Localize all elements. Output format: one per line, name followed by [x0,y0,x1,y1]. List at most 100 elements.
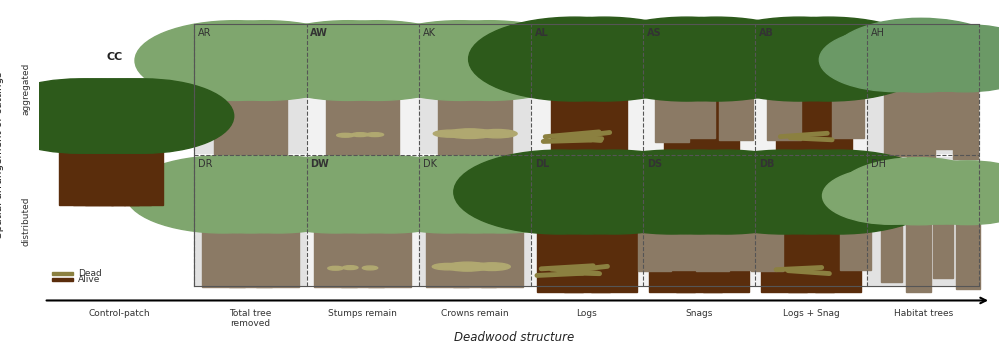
Bar [419,157,531,286]
Bar [649,217,695,292]
Bar [49,24,191,286]
Ellipse shape [508,150,720,234]
Ellipse shape [15,79,195,153]
Bar [761,217,807,292]
Bar [581,84,627,160]
Text: CC: CC [107,52,123,62]
Bar [355,85,399,156]
Bar [214,85,258,156]
Ellipse shape [678,150,890,234]
Ellipse shape [432,264,463,270]
Text: DK: DK [423,159,437,169]
Text: AH: AH [871,28,885,38]
Bar [326,85,370,156]
Ellipse shape [337,133,354,137]
Ellipse shape [822,167,960,224]
Bar [840,207,871,270]
Ellipse shape [180,156,375,233]
Ellipse shape [362,266,378,270]
Bar [307,157,419,286]
Text: Snags: Snags [685,309,713,318]
Bar [453,218,496,287]
Text: Total tree
removed: Total tree removed [229,309,272,328]
Bar [52,278,73,281]
Text: Control-patch: Control-patch [89,309,150,318]
Bar [933,222,953,278]
Bar [767,73,801,140]
Ellipse shape [389,21,590,100]
Bar [85,139,125,205]
Ellipse shape [0,79,169,153]
Ellipse shape [352,133,369,137]
Bar [52,271,73,275]
Bar [906,222,931,292]
Ellipse shape [247,21,448,100]
Text: AR: AR [198,28,212,38]
Text: Stumps remain: Stumps remain [328,309,397,318]
Ellipse shape [477,129,517,138]
Text: DR: DR [198,159,213,169]
Ellipse shape [404,156,599,233]
Bar [194,157,307,286]
Text: Habitat trees: Habitat trees [894,309,953,318]
Ellipse shape [566,150,778,234]
Text: AS: AS [647,28,661,38]
Ellipse shape [446,129,494,139]
Ellipse shape [350,156,545,233]
Bar [956,222,980,289]
Ellipse shape [878,170,1000,224]
Ellipse shape [446,262,489,271]
Bar [111,139,151,205]
Bar [468,85,512,156]
Bar [693,84,739,160]
Text: DB: DB [759,159,774,169]
Bar [419,24,531,153]
Bar [481,218,523,287]
Text: distributed: distributed [21,197,30,246]
Ellipse shape [292,156,487,233]
Ellipse shape [135,21,336,100]
Bar [932,88,954,149]
Bar [307,24,419,153]
Bar [788,217,834,292]
Text: DW: DW [310,159,329,169]
Ellipse shape [454,150,666,234]
Bar [884,88,908,156]
Bar [73,139,113,205]
Bar [867,157,979,286]
Text: Deadwood structure: Deadwood structure [454,331,574,344]
Bar [655,73,689,142]
Bar [537,217,583,292]
Ellipse shape [366,133,384,137]
Bar [243,85,287,156]
Bar [229,218,272,287]
Text: Logs: Logs [577,309,597,318]
Ellipse shape [474,263,510,270]
Ellipse shape [343,266,358,270]
Text: DL: DL [535,159,549,169]
Ellipse shape [359,21,561,100]
Ellipse shape [328,266,343,270]
Ellipse shape [28,79,209,153]
Ellipse shape [433,130,467,137]
Bar [564,217,610,292]
Ellipse shape [126,156,321,233]
Text: AL: AL [535,28,548,38]
Ellipse shape [891,161,1000,225]
Text: Dead: Dead [78,269,102,278]
Ellipse shape [620,150,832,234]
Bar [696,206,729,271]
Ellipse shape [610,17,822,101]
Bar [99,139,139,205]
Bar [341,218,384,287]
Ellipse shape [837,158,999,225]
Text: AB: AB [759,28,774,38]
Ellipse shape [874,34,1000,91]
Ellipse shape [41,79,221,153]
Bar [256,218,299,287]
Bar [531,157,643,286]
Bar [683,74,715,138]
Text: DS: DS [647,159,662,169]
Bar [438,85,482,156]
Bar [953,88,978,160]
